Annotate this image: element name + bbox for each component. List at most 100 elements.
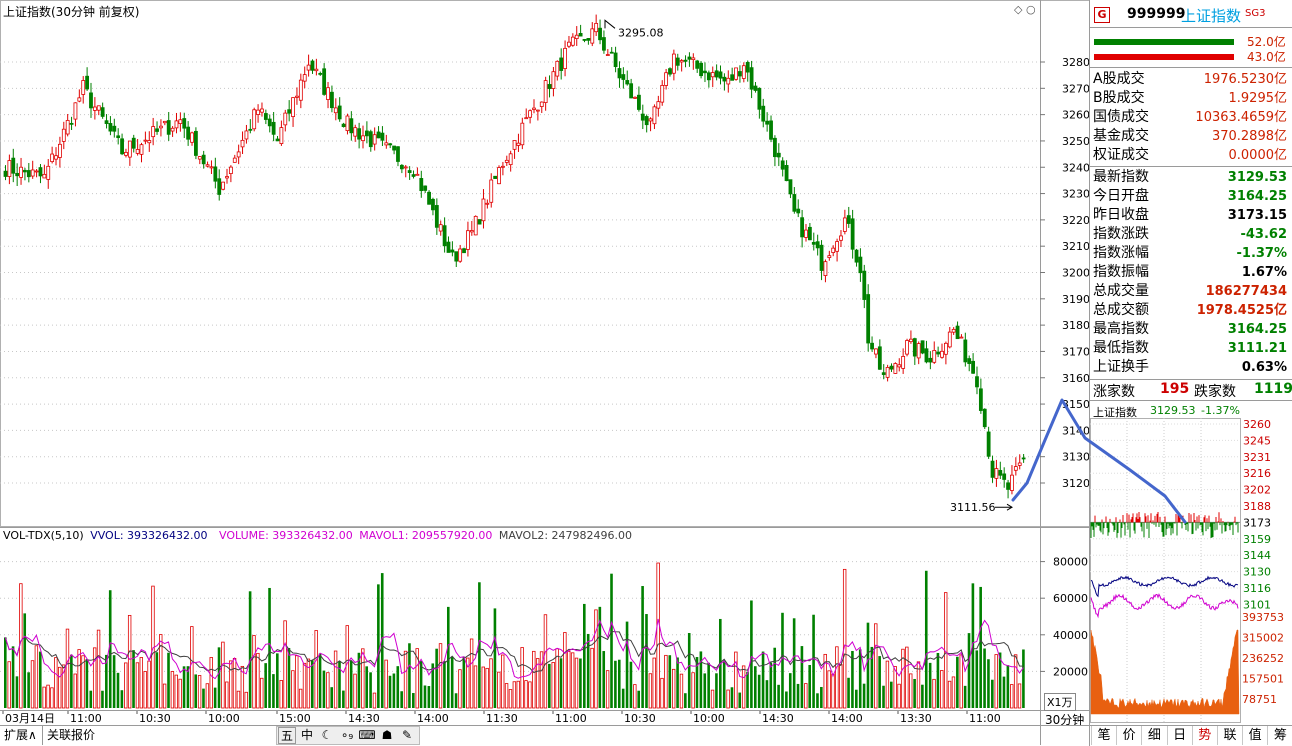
expand-button[interactable]: 扩展∧: [4, 728, 37, 742]
volume-bar: [380, 573, 384, 708]
candle-body: [850, 218, 855, 250]
volume-bar: [676, 657, 679, 708]
candle-body: [815, 241, 820, 249]
volume-bar: [594, 609, 598, 709]
volume-bar: [512, 681, 517, 709]
time-axis-label: 14:00: [417, 712, 449, 725]
candle-body: [283, 112, 288, 126]
candle-body: [660, 85, 665, 103]
five-icon[interactable]: 五: [278, 727, 296, 744]
volume-bar: [862, 683, 866, 708]
user-icon[interactable]: ☗: [381, 728, 393, 742]
volume-bar: [998, 652, 1002, 708]
related-quote-button[interactable]: 关联报价: [42, 726, 99, 745]
candle-body: [462, 248, 466, 254]
candle-body: [341, 123, 346, 128]
sidebar-tab[interactable]: 细: [1141, 726, 1166, 745]
stat-label: 最低指数: [1093, 340, 1149, 356]
candle-body: [1021, 457, 1026, 460]
volume-bar: [878, 656, 881, 708]
bottom-bar-top: [0, 725, 1090, 726]
sidebar-tab[interactable]: 势: [1191, 726, 1217, 745]
chinese-icon[interactable]: 中: [300, 728, 313, 742]
volume-bar: [392, 673, 396, 708]
candle-body: [415, 173, 420, 176]
volume-bar: [792, 618, 796, 708]
sidebar-tab[interactable]: 联: [1217, 726, 1242, 745]
candle-body: [139, 144, 144, 155]
volume-bar: [272, 674, 275, 708]
candle-body: [877, 346, 882, 370]
mini-volume-tick: 393753: [1242, 611, 1284, 624]
candle-body: [749, 67, 754, 90]
turnover-row: B股成交 1.9295亿: [1093, 89, 1287, 108]
keyboard-icon[interactable]: ⌨: [358, 728, 376, 742]
circle-icon[interactable]: ○: [1026, 3, 1036, 16]
time-axis-label: 11:00: [969, 712, 1001, 725]
candle-body: [570, 36, 575, 46]
period-label[interactable]: 30分钟: [1045, 713, 1085, 727]
candle-body: [376, 131, 381, 139]
price-tick-label: 3160: [1062, 372, 1090, 385]
volume-bar: [940, 670, 944, 709]
candle-body: [240, 139, 245, 148]
candle-body: [605, 54, 610, 56]
volume-bar: [874, 623, 878, 709]
sidebar-tab[interactable]: 值: [1242, 726, 1267, 745]
volume-bar: [473, 665, 478, 709]
volume-bar: [528, 681, 532, 709]
turnover-value: 1.9295亿: [1228, 91, 1288, 106]
volume-bar: [221, 641, 225, 709]
candle-body: [1006, 482, 1010, 490]
candlestick-chart[interactable]: 3280 3270 3260 3250 3240 3230 3220 3210 3200 3190…: [0, 0, 1090, 746]
candle-body: [668, 68, 672, 75]
candle-body: [26, 170, 31, 178]
candle-body: [986, 431, 991, 457]
sidebar-tab[interactable]: 价: [1116, 726, 1141, 745]
volume-bar: [855, 689, 858, 708]
mini-price-line: [1090, 575, 1239, 598]
candle-body: [384, 142, 389, 146]
candle-body: [431, 198, 435, 211]
sidebar-tab[interactable]: 笔: [1091, 726, 1116, 745]
sidebar-line-1: [1090, 27, 1292, 28]
diamond-icon[interactable]: ◇: [1014, 3, 1023, 16]
volume-bar: [932, 678, 936, 709]
wrench-icon[interactable]: ✎: [401, 728, 413, 742]
volume-bar: [384, 659, 388, 709]
volume-bar: [15, 676, 19, 708]
volume-bar: [365, 666, 368, 708]
candle-body: [477, 219, 482, 225]
price-tick-label: 3230: [1062, 188, 1090, 201]
candle-body: [7, 160, 12, 177]
candle-body: [135, 149, 140, 154]
moon-icon[interactable]: ☾: [321, 728, 333, 742]
volume-bar: [349, 660, 353, 708]
volume-header: VOL-TDX(5,10) VVOL: 393326432.00 VOLUME:…: [3, 529, 632, 542]
candle-body: [403, 166, 408, 169]
candle-body: [994, 468, 999, 479]
volume-bar: [454, 693, 458, 708]
volume-bar: [641, 586, 644, 708]
sidebar-tab[interactable]: 筹: [1267, 726, 1292, 745]
candle-body: [77, 97, 82, 102]
volume-bar: [687, 633, 691, 708]
candle-body: [912, 338, 917, 357]
candle-body: [831, 247, 836, 253]
volume-bar: [590, 647, 594, 709]
volume-bar: [446, 606, 450, 708]
price-tick-label: 3210: [1062, 240, 1090, 253]
candle-body: [726, 77, 731, 85]
punctuation-icon[interactable]: ∘₉: [340, 728, 354, 742]
candle-body: [1002, 473, 1007, 480]
candle-body: [524, 117, 529, 120]
candle-body: [349, 118, 354, 134]
volume-bar: [951, 676, 956, 709]
intraday-mini-chart[interactable]: 3260 3245 3231 3216 3202 3188 3173 3159 3144 3130…: [1090, 418, 1292, 724]
candle-body: [120, 138, 124, 155]
candle-body: [58, 143, 62, 158]
candle-body: [870, 342, 874, 350]
turnover-label: 国债成交: [1093, 109, 1149, 125]
volume-bar: [236, 690, 241, 709]
sidebar-tab[interactable]: 日: [1166, 726, 1192, 745]
